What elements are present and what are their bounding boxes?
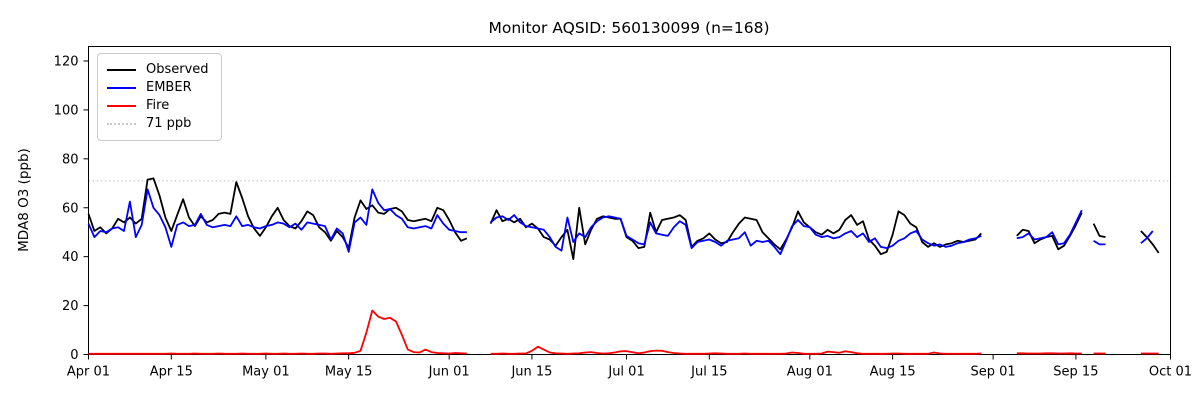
y-axis-label: MDA8 O3 (ppb) xyxy=(16,148,32,252)
legend: Observed EMBER Fire 71 ppb xyxy=(97,53,222,141)
y-tick-label: 120 xyxy=(54,55,79,70)
series-line-ember xyxy=(87,188,1154,256)
chart-title: Monitor AQSID: 560130099 (n=168) xyxy=(488,19,770,37)
x-tick-label: Jun 01 xyxy=(428,365,470,380)
y-tick-label: 20 xyxy=(62,299,79,314)
legend-line-ember-icon xyxy=(107,87,136,89)
legend-label-ember: EMBER xyxy=(146,80,192,95)
x-tick-label: Aug 01 xyxy=(787,365,833,380)
x-tick-label: Jul 01 xyxy=(607,365,644,380)
series-line-fire xyxy=(88,309,1159,355)
x-tick-label: Apr 15 xyxy=(150,365,193,380)
legend-label-observed: Observed xyxy=(146,62,209,77)
legend-item-ember: EMBER xyxy=(107,79,209,97)
series-line-observed xyxy=(87,177,1160,261)
y-tick-label: 80 xyxy=(62,152,79,167)
x-tick-label: Sep 15 xyxy=(1053,365,1098,380)
legend-label-threshold: 71 ppb xyxy=(146,116,192,131)
legend-line-observed-icon xyxy=(107,69,136,71)
y-tick-label: 60 xyxy=(62,201,79,216)
x-tick-label: May 01 xyxy=(242,365,290,380)
x-tick-label: May 15 xyxy=(325,365,373,380)
legend-line-fire-icon xyxy=(107,105,136,107)
x-tick-label: Sep 01 xyxy=(971,365,1016,380)
legend-label-fire: Fire xyxy=(146,98,170,113)
x-tick-label: Apr 01 xyxy=(67,365,110,380)
legend-item-observed: Observed xyxy=(107,61,209,79)
legend-line-threshold-icon xyxy=(107,123,136,125)
y-tick-label: 0 xyxy=(70,348,78,363)
axes-frame xyxy=(88,46,1171,355)
y-tick-label: 100 xyxy=(54,103,79,118)
x-tick-label: Jul 15 xyxy=(690,365,727,380)
x-tick-label: Oct 01 xyxy=(1149,365,1192,380)
x-tick-label: Jun 15 xyxy=(510,365,552,380)
y-tick-label: 40 xyxy=(62,250,79,265)
y-axis: 0 20 40 60 80 100 120 xyxy=(54,55,89,363)
x-axis: Apr 01 Apr 15 May 01 May 15 Jun 01 Jun 15 Jul … xyxy=(67,354,1192,380)
x-tick-label: Aug 15 xyxy=(870,365,916,380)
legend-item-threshold: 71 ppb xyxy=(107,115,209,133)
legend-item-fire: Fire xyxy=(107,97,209,115)
